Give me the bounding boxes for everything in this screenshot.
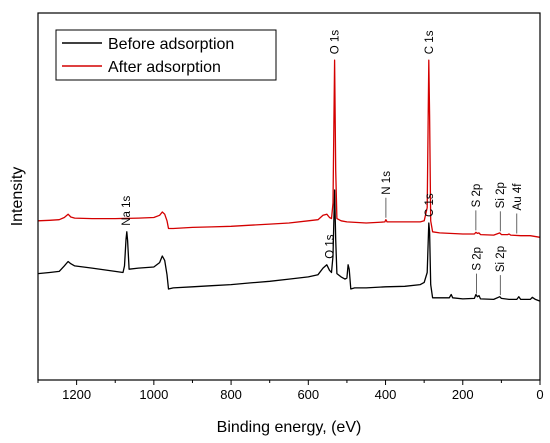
series-line-1: [37, 59, 541, 238]
legend-label-after: After adsorption: [108, 59, 221, 76]
x-tick-label: 0: [536, 387, 543, 402]
plot-lines: [37, 59, 541, 302]
y-axis-title: Intensity: [9, 167, 26, 227]
peak-label: S 2p: [472, 247, 484, 271]
x-tick-label: 200: [452, 387, 474, 402]
plot-frame: [37, 12, 541, 381]
legend-label-before: Before adsorption: [108, 36, 234, 53]
peak-label: Na 1s: [121, 196, 133, 226]
x-axis-ticks: 1200 1000 800 600 400 200 0: [37, 380, 544, 402]
peak-label: C 1s: [424, 193, 436, 217]
series-line-0: [37, 189, 541, 302]
x-tick-label: 800: [220, 387, 242, 402]
peak-label: O 1s: [325, 234, 337, 259]
legend: Before adsorption After adsorption: [55, 29, 277, 81]
peak-label: Si 2p: [495, 246, 507, 272]
peak-label: C 1s: [424, 30, 436, 54]
x-tick-label: 1000: [139, 387, 168, 402]
peak-label: N 1s: [381, 171, 393, 195]
peak-label: O 1s: [330, 30, 342, 55]
peak-label: S 2p: [471, 184, 483, 208]
peak-label: Si 2p: [495, 182, 507, 208]
peak-annotations: O 1s C 1s N 1s S 2p Si 2p Au 4f O 1s C 1s Na 1s S…: [121, 30, 524, 296]
x-tick-label: 1200: [62, 387, 91, 402]
x-tick-label: 600: [297, 387, 319, 402]
legend-box: [55, 29, 277, 81]
x-axis-title: Binding energy, (eV): [217, 419, 362, 436]
x-tick-label: 400: [375, 387, 397, 402]
peak-label: Au 4f: [512, 183, 524, 211]
